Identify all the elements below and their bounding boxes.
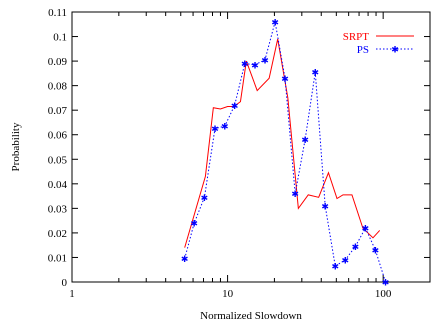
data-point-ps: ✱ [201, 194, 209, 204]
data-point-ps: ✱ [190, 220, 198, 230]
data-point-ps: ✱ [331, 263, 339, 273]
y-tick-label: 0.03 [48, 203, 68, 215]
data-point-ps: ✱ [311, 69, 319, 79]
data-point-ps: ✱ [362, 225, 370, 235]
legend-label-srpt: SRPT [343, 31, 370, 43]
data-point-ps: ✱ [382, 279, 390, 289]
data-point-ps: ✱ [231, 102, 239, 112]
y-tick-label: 0.09 [48, 56, 68, 68]
series-line-ps [184, 21, 386, 283]
y-tick-label: 0.01 [48, 252, 67, 264]
data-point-ps: ✱ [291, 190, 299, 200]
plot-frame [71, 11, 431, 283]
data-point-ps: ✱ [301, 136, 309, 146]
y-tick-label: 0.04 [48, 179, 68, 191]
data-point-ps: ✱ [372, 247, 380, 257]
legend-label-ps: PS [357, 44, 369, 56]
y-tick-label: 0.08 [48, 81, 68, 93]
data-point-ps: ✱ [281, 75, 289, 85]
data-point-ps: ✱ [241, 60, 249, 70]
y-tick-label: 0.06 [48, 130, 68, 142]
legend-marker-ps: ✱ [391, 46, 399, 56]
y-axis-label: Probability [10, 122, 22, 171]
y-tick-label: 0.02 [48, 228, 67, 240]
x-axis-label: Normalized Slowdown [200, 310, 302, 322]
x-tick-label: 10 [222, 288, 234, 300]
data-point-ps: ✱ [181, 255, 189, 265]
y-tick-label: 0.11 [48, 7, 67, 19]
series-layer: ✱✱✱✱ ✱✱✱ ✱ ✱✱✱✱✱✱✱✱✱✱✱✱✱ [181, 18, 389, 288]
data-point-ps: ✱ [271, 18, 279, 28]
y-tick-label: 0 [62, 277, 68, 289]
data-point-ps: ✱ [342, 256, 350, 266]
data-point-ps: ✱ [352, 243, 360, 253]
data-point-ps: ✱ [221, 123, 229, 133]
series-line-srpt [184, 38, 381, 248]
y-tick-label: 0.1 [53, 32, 67, 44]
legend: SRPT PS ✱ [343, 31, 414, 56]
x-tick-label: 100 [375, 288, 392, 300]
x-tick-label: 1 [69, 288, 75, 300]
data-point-ps: ✱ [251, 61, 259, 71]
axis-ticks: 0 0.01 0.02 0.03 0.04 0.05 0.06 0.07 0.08 0.09 0.1… [48, 7, 430, 300]
data-point-ps: ✱ [321, 202, 329, 212]
y-tick-label: 0.05 [48, 154, 68, 166]
data-point-ps: ✱ [261, 56, 269, 66]
y-tick-label: 0.07 [48, 105, 68, 117]
data-point-ps: ✱ [211, 125, 219, 135]
